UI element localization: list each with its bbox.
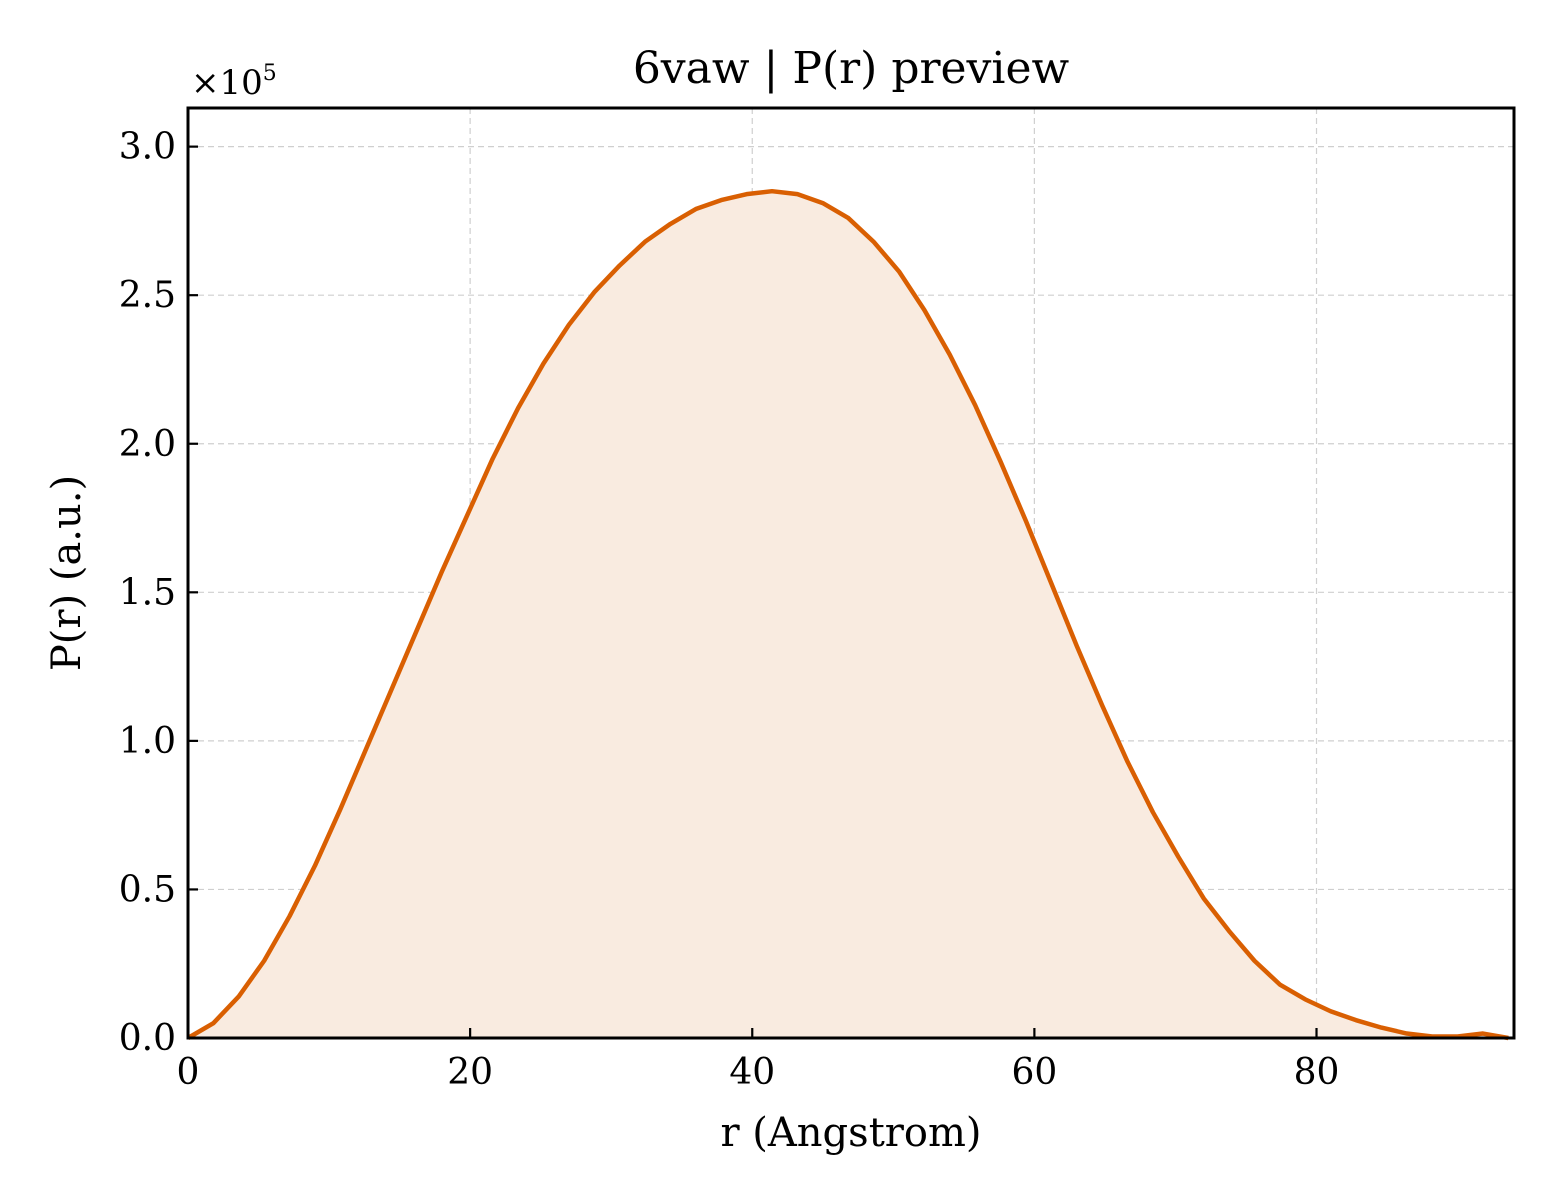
x-tick-label: 80 — [1294, 1052, 1340, 1093]
y-scale-exponent: 5 — [263, 61, 277, 86]
y-tick-label: 1.5 — [119, 572, 176, 613]
y-tick-label: 0.0 — [119, 1018, 176, 1059]
chart-title: 6vaw | P(r) preview — [633, 43, 1070, 94]
y-scale-multiplier: ×105 — [191, 61, 277, 103]
pr-curve-line — [186, 188, 1509, 1041]
plot-frame — [186, 106, 1516, 1040]
x-tick-label: 20 — [447, 1052, 493, 1093]
y-tick-label: 1.0 — [119, 721, 176, 762]
y-scale-base: ×10 — [191, 63, 263, 103]
y-tick-label: 2.0 — [119, 424, 176, 465]
x-tick-label: 0 — [177, 1052, 200, 1093]
y-tick-label: 3.0 — [119, 127, 176, 168]
x-tick-label: 60 — [1011, 1052, 1057, 1093]
x-axis-label: r (Angstrom) — [720, 1110, 981, 1156]
y-tick-label: 2.5 — [119, 275, 176, 316]
y-tick-label: 0.5 — [119, 869, 176, 910]
axis-ticks: 0 20 40 60 80 0.0 0.5 1.0 1.5 2.0 2.5 3.0 — [119, 127, 1340, 1093]
x-tick-label: 40 — [729, 1052, 775, 1093]
pr-area-fill — [188, 191, 1509, 1038]
y-axis-label: P(r) (a.u.) — [44, 475, 90, 671]
